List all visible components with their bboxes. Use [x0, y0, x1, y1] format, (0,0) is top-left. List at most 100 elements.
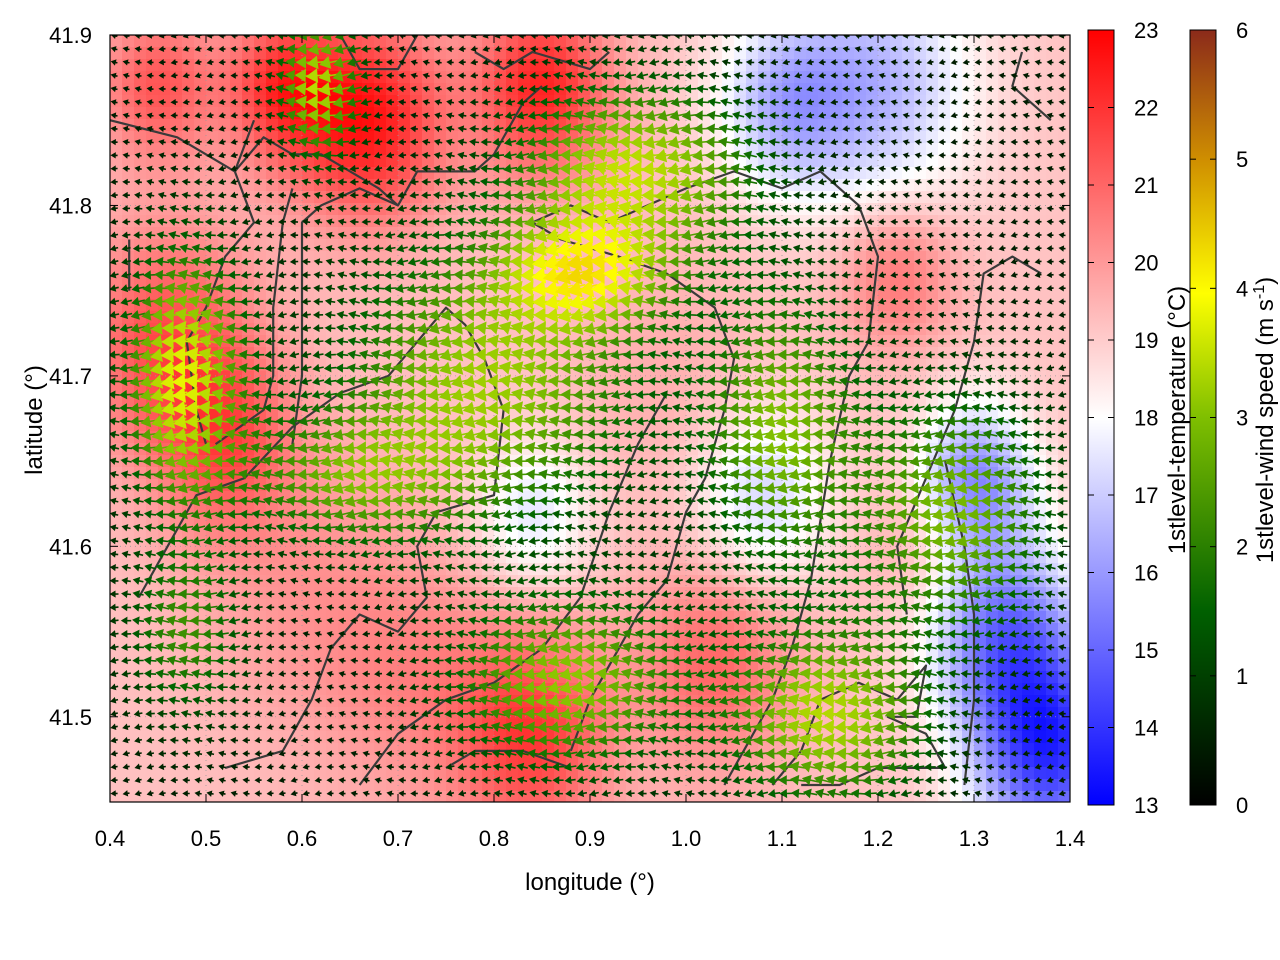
temperature-cell: [326, 587, 339, 600]
temperature-cell: [122, 527, 135, 540]
temperature-cell: [1010, 359, 1023, 372]
temperature-cell: [422, 191, 435, 204]
temperature-cell: [338, 215, 351, 228]
temperature-cell: [914, 263, 927, 276]
temperature-cell: [890, 239, 903, 252]
temperature-cell: [110, 779, 123, 792]
temperature-cell: [194, 107, 207, 120]
temperature-cell: [410, 107, 423, 120]
temperature-cell: [962, 155, 975, 168]
temperature-cell: [626, 563, 639, 576]
temperature-cell: [134, 191, 147, 204]
temperature-cell: [842, 275, 855, 288]
temperature-cell: [254, 263, 267, 276]
temperature-cell: [266, 599, 279, 612]
temperature-cell: [1022, 155, 1035, 168]
temperature-cell: [902, 275, 915, 288]
temperature-cell: [278, 755, 291, 768]
temperature-cell: [926, 59, 939, 72]
temperature-cell: [266, 755, 279, 768]
temperature-cell: [218, 683, 231, 696]
temperature-cell: [350, 155, 363, 168]
temperature-cell: [374, 599, 387, 612]
temperature-cell: [770, 71, 783, 84]
temperature-cell: [290, 755, 303, 768]
temperature-cell: [674, 767, 687, 780]
temperature-cell: [146, 71, 159, 84]
temperature-cell: [158, 719, 171, 732]
temperature-cell: [242, 107, 255, 120]
temperature-cell: [134, 515, 147, 528]
temperature-cell: [170, 191, 183, 204]
temperature-cell: [386, 599, 399, 612]
temperature-cell: [350, 755, 363, 768]
temperature-cell: [386, 35, 399, 48]
temperature-cell: [206, 143, 219, 156]
temperature-cell: [434, 599, 447, 612]
temperature-cell: [1022, 191, 1035, 204]
temperature-cell: [326, 731, 339, 744]
temperature-cell: [398, 155, 411, 168]
temperature-cell: [446, 59, 459, 72]
temperature-cell: [1022, 683, 1035, 696]
temperature-cell: [350, 719, 363, 732]
temperature-cell: [182, 191, 195, 204]
temperature-cell: [962, 239, 975, 252]
temperature-cell: [194, 59, 207, 72]
temperature-cell: [206, 191, 219, 204]
temperature-cell: [242, 647, 255, 660]
temperature-cell: [254, 191, 267, 204]
temperature-cell: [1046, 71, 1059, 84]
temperature-cell: [890, 191, 903, 204]
temperature-cell: [410, 191, 423, 204]
temperature-cell: [446, 563, 459, 576]
temperature-cell: [890, 143, 903, 156]
temperature-cell: [878, 311, 891, 324]
temperature-cell: [854, 263, 867, 276]
temperature-cell: [230, 35, 243, 48]
temperature-cell: [782, 59, 795, 72]
temperature-cell: [1034, 683, 1047, 696]
temperature-cell: [506, 767, 519, 780]
temperature-cell: [734, 35, 747, 48]
temperature-cell: [986, 35, 999, 48]
temperature-cell: [110, 191, 123, 204]
temperature-cell: [314, 563, 327, 576]
temperature-cell: [602, 563, 615, 576]
temperature-cell: [410, 683, 423, 696]
temperature-cell: [194, 155, 207, 168]
temperature-cell: [926, 275, 939, 288]
temperature-cell: [638, 563, 651, 576]
temperature-cell: [278, 587, 291, 600]
temperature-cell: [662, 515, 675, 528]
temperature-cell: [338, 239, 351, 252]
temperature-cell: [134, 59, 147, 72]
temperature-cell: [290, 767, 303, 780]
temperature-cell: [554, 71, 567, 84]
temperature-cell: [710, 563, 723, 576]
temperature-cell: [470, 71, 483, 84]
temperature-cell: [446, 107, 459, 120]
temperature-cell: [638, 551, 651, 564]
temperature-cell: [242, 791, 255, 802]
temperature-cell: [110, 479, 123, 492]
temperature-cell: [110, 131, 123, 144]
temperature-cell: [974, 155, 987, 168]
temperature-cell: [1010, 635, 1023, 648]
temperature-cell: [998, 107, 1011, 120]
temperature-cell: [398, 755, 411, 768]
temperature-cell: [782, 71, 795, 84]
temperature-cell: [950, 311, 963, 324]
temperature-cell: [290, 563, 303, 576]
temperature-cell: [278, 395, 291, 408]
temperature-cell: [110, 587, 123, 600]
temperature-cell: [266, 191, 279, 204]
temperature-cell: [878, 263, 891, 276]
temperature-cell: [914, 71, 927, 84]
temperature-cell: [818, 59, 831, 72]
temperature-cell: [374, 635, 387, 648]
temperature-cell: [122, 95, 135, 108]
temperature-cell: [422, 143, 435, 156]
temperature-cell: [986, 683, 999, 696]
temperature-cell: [854, 143, 867, 156]
